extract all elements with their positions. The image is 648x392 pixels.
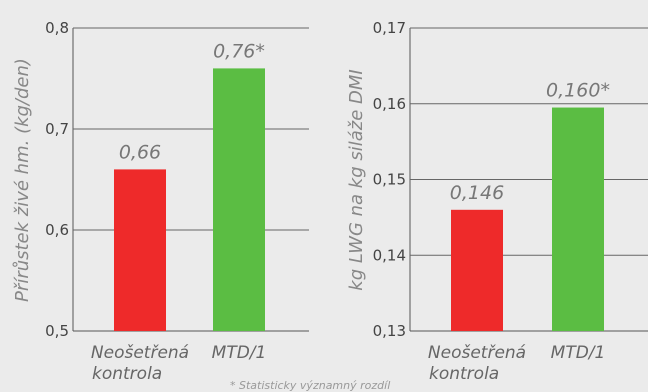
category-label: kontrola: [92, 364, 162, 384]
category-label: MTD/1: [212, 343, 267, 363]
y-tick-label: 0,8: [45, 19, 69, 37]
footnote: * Statisticky významný rozdíl: [230, 379, 390, 392]
y-tick-label: 0,13: [373, 322, 406, 340]
bar: [213, 68, 265, 332]
category-label: Neošetřená: [428, 343, 526, 363]
data-label: 0,66: [119, 141, 161, 163]
category-label: MTD/1: [551, 343, 606, 363]
y-axis-label: kg LWG na kg siláže DMI: [346, 69, 367, 290]
y-tick-label: 0,15: [373, 171, 406, 189]
y-tick-label: 0,16: [373, 95, 406, 113]
category-label: kontrola: [429, 364, 499, 384]
y-tick-label: 0,17: [373, 19, 406, 37]
y-tick-label: 0,5: [45, 322, 69, 340]
bar: [451, 209, 503, 331]
data-label: 0,146: [450, 182, 504, 204]
bar: [552, 107, 604, 331]
bar: [114, 169, 166, 331]
data-label: 0,160*: [546, 80, 610, 102]
y-tick-label: 0,7: [45, 120, 69, 138]
y-tick-label: 0,6: [45, 221, 69, 239]
y-tick-label: 0,14: [373, 246, 406, 264]
y-axis-label: Přírůstek živé hm. (kg/den): [12, 58, 33, 302]
category-label: Neošetřená: [91, 343, 189, 363]
data-label: 0,76*: [213, 40, 265, 62]
